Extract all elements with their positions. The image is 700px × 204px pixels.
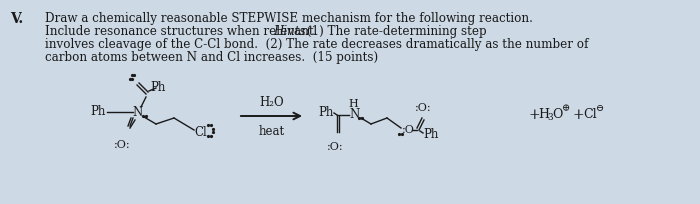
Text: :O:: :O: xyxy=(414,102,431,112)
Text: Ph: Ph xyxy=(150,81,165,94)
Text: H: H xyxy=(538,108,549,121)
Text: :O: :O xyxy=(402,124,415,134)
Text: involves cleavage of the C-Cl bond.  (2) The rate decreases dramatically as the : involves cleavage of the C-Cl bond. (2) … xyxy=(45,38,589,51)
Text: heat: heat xyxy=(258,124,285,137)
Text: Ph: Ph xyxy=(90,105,106,118)
Text: H₂O: H₂O xyxy=(259,95,284,109)
Text: Ph: Ph xyxy=(318,106,333,119)
Text: V.: V. xyxy=(10,12,23,26)
Text: +: + xyxy=(528,108,540,121)
Text: Include resonance structures when relevant.: Include resonance structures when releva… xyxy=(45,25,325,38)
Text: +: + xyxy=(572,108,584,121)
Text: :O:: :O: xyxy=(327,141,343,151)
Text: Hints:: Hints: xyxy=(273,25,309,38)
Text: ⊕: ⊕ xyxy=(562,104,570,113)
Text: N: N xyxy=(133,106,143,119)
Text: N: N xyxy=(350,108,360,121)
Text: ⊖: ⊖ xyxy=(596,104,604,113)
Text: Cl: Cl xyxy=(194,125,206,138)
Text: :O:: :O: xyxy=(113,139,130,149)
Text: Cl: Cl xyxy=(583,108,596,121)
Text: H: H xyxy=(348,99,358,109)
Text: carbon atoms between N and Cl increases.  (15 points): carbon atoms between N and Cl increases.… xyxy=(45,51,378,64)
Text: O: O xyxy=(552,108,562,121)
Text: Ph: Ph xyxy=(423,128,438,141)
Text: (1) The rate-determining step: (1) The rate-determining step xyxy=(303,25,486,38)
Text: Draw a chemically reasonable STEPWISE mechanism for the following reaction.: Draw a chemically reasonable STEPWISE me… xyxy=(45,12,533,25)
Text: 3: 3 xyxy=(547,113,552,122)
